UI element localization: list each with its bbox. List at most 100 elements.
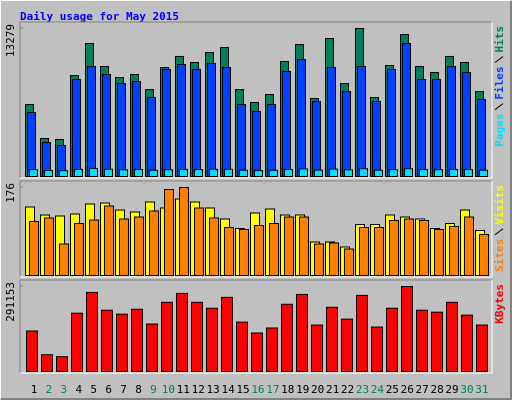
bar: [237, 104, 246, 177]
bar: [149, 210, 159, 276]
bar: [297, 59, 306, 177]
bar: [86, 291, 98, 372]
bar: [447, 65, 456, 177]
x-tick-label: 31: [475, 383, 488, 396]
x-tick-label: 13: [207, 383, 220, 396]
bar: [419, 220, 429, 276]
bar: [464, 169, 473, 178]
x-tick-label: 1: [31, 383, 38, 396]
x-tick-label: 5: [90, 383, 97, 396]
bar: [101, 309, 113, 373]
bar: [104, 205, 114, 276]
bar: [239, 229, 249, 276]
bar: [194, 207, 204, 276]
x-tick-label: 23: [356, 383, 369, 396]
bar: [311, 324, 323, 372]
x-tick-label: 30: [460, 383, 473, 396]
bar: [179, 168, 188, 177]
panel-border-dark: [19, 21, 492, 178]
panel-border-light: [20, 280, 493, 374]
bar: [149, 169, 158, 177]
bar: [89, 167, 98, 177]
legend-label: Pages: [493, 114, 506, 147]
x-tick-label: 25: [386, 383, 399, 396]
bar: [177, 63, 186, 177]
bar: [387, 69, 396, 177]
bar: [222, 66, 231, 177]
x-tick-label: 29: [445, 383, 458, 396]
bar: [116, 313, 128, 373]
bar: [59, 243, 69, 276]
bar: [372, 100, 381, 177]
x-tick-label: 4: [75, 383, 82, 396]
bar: [344, 169, 353, 177]
bar: [419, 169, 428, 178]
bar: [359, 227, 369, 276]
bar: [41, 354, 53, 372]
bar: [357, 65, 366, 177]
x-tick-label: 28: [430, 383, 443, 396]
bar: [29, 221, 39, 276]
chart-title: Daily usage for May 2015: [20, 10, 179, 23]
bar: [254, 225, 264, 276]
bar: [192, 69, 201, 177]
bar: [209, 168, 218, 177]
bar: [326, 306, 338, 373]
bar: [191, 301, 203, 373]
bar: [162, 69, 171, 177]
bar: [434, 229, 444, 276]
bar: [434, 169, 443, 177]
bar: [479, 169, 488, 177]
bar: [281, 303, 293, 372]
bar: [479, 234, 489, 276]
bar: [299, 168, 308, 177]
bar: [416, 309, 428, 373]
bar: [356, 294, 368, 372]
x-tick-label: 15: [236, 383, 249, 396]
x-tick-label: 22: [341, 383, 354, 396]
bar: [104, 168, 113, 177]
bar: [461, 314, 473, 373]
y-tick-label: 13279: [4, 24, 17, 57]
bar: [134, 168, 143, 178]
bar: [89, 219, 99, 276]
bar: [117, 83, 126, 177]
bar: [329, 168, 338, 178]
bar: [87, 65, 96, 177]
bar: [236, 321, 248, 372]
bar: [374, 227, 384, 276]
x-tick-label: 18: [281, 383, 294, 396]
bar: [344, 248, 354, 276]
x-tick-label: 7: [120, 383, 127, 396]
bar: [389, 169, 398, 178]
bar: [134, 216, 144, 276]
bar: [342, 91, 351, 177]
legend-separator: [494, 103, 504, 111]
bar: [206, 307, 218, 372]
bar: [147, 96, 156, 177]
x-tick-label: 10: [162, 383, 175, 396]
bar: [449, 168, 458, 177]
bar: [72, 79, 81, 177]
bar: [44, 169, 53, 178]
panel-border-dark: [19, 180, 492, 277]
bar: [221, 296, 233, 372]
bar: [207, 62, 216, 177]
bar: [371, 326, 383, 373]
bar: [314, 243, 324, 276]
bar: [314, 169, 323, 177]
bar: [74, 223, 84, 276]
bar: [386, 307, 398, 372]
legend-label: KBytes: [493, 284, 506, 324]
x-tick-label: 17: [266, 383, 279, 396]
bar: [267, 104, 276, 177]
bar: [359, 168, 368, 178]
bar: [299, 216, 309, 276]
bar: [327, 66, 336, 177]
bar: [102, 74, 111, 177]
x-tick-label: 8: [135, 383, 142, 396]
bar: [254, 170, 263, 177]
bar: [446, 301, 458, 373]
bar: [251, 332, 263, 372]
